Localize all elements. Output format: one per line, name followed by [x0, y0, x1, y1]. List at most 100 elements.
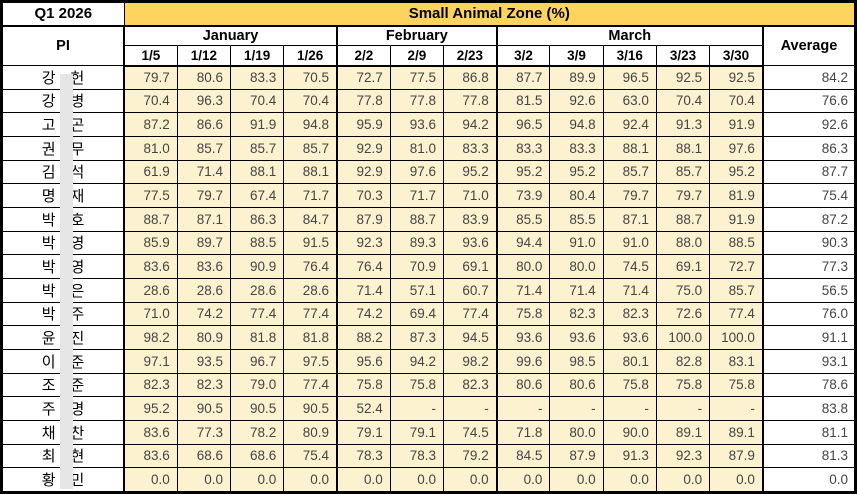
score-cell[interactable]: 70.3 — [335, 183, 391, 208]
score-cell[interactable]: 90.9 — [230, 254, 285, 279]
date-header[interactable]: 3/2 — [495, 45, 551, 67]
score-cell[interactable]: 69.4 — [389, 301, 444, 327]
score-cell[interactable]: 77.5 — [389, 65, 444, 90]
score-cell[interactable]: 0.0 — [176, 467, 232, 493]
score-cell[interactable]: 85.7 — [709, 277, 764, 303]
score-cell[interactable]: 92.4 — [602, 112, 657, 137]
score-cell[interactable]: 75.4 — [283, 443, 338, 469]
score-cell[interactable]: 96.5 — [602, 65, 657, 90]
score-cell[interactable]: 77.4 — [283, 301, 338, 327]
score-cell[interactable]: 81.5 — [495, 88, 551, 114]
score-cell[interactable]: 74.5 — [602, 254, 657, 279]
score-cell[interactable]: 95.2 — [549, 159, 604, 185]
score-cell[interactable]: 100.0 — [655, 325, 711, 350]
score-cell[interactable]: 77.4 — [283, 372, 338, 398]
average-cell[interactable]: 77.3 — [761, 254, 856, 279]
score-cell[interactable]: 81.9 — [709, 183, 764, 208]
score-cell[interactable]: 91.3 — [655, 112, 711, 137]
score-cell[interactable]: - — [442, 396, 498, 421]
score-cell[interactable]: 89.1 — [709, 419, 764, 445]
score-cell[interactable]: 80.6 — [176, 65, 232, 90]
date-header[interactable]: 1/12 — [176, 45, 232, 67]
average-cell[interactable]: 87.7 — [761, 159, 856, 185]
score-cell[interactable]: - — [655, 396, 711, 421]
score-cell[interactable]: 88.5 — [709, 230, 764, 256]
date-header[interactable]: 1/19 — [230, 45, 285, 67]
date-header[interactable]: 1/26 — [283, 45, 338, 67]
score-cell[interactable]: 0.0 — [495, 467, 551, 493]
score-cell[interactable]: 69.1 — [442, 254, 498, 279]
score-cell[interactable]: 80.4 — [549, 183, 604, 208]
score-cell[interactable]: 93.6 — [389, 112, 444, 137]
score-cell[interactable]: 96.7 — [230, 348, 285, 374]
score-cell[interactable]: 85.7 — [602, 159, 657, 185]
score-cell[interactable]: 80.6 — [549, 372, 604, 398]
score-cell[interactable]: 87.1 — [602, 206, 657, 232]
score-cell[interactable]: 60.7 — [442, 277, 498, 303]
score-cell[interactable]: 100.0 — [709, 325, 764, 350]
score-cell[interactable]: 71.4 — [602, 277, 657, 303]
score-cell[interactable]: 91.3 — [602, 443, 657, 469]
score-cell[interactable]: 0.0 — [549, 467, 604, 493]
score-cell[interactable]: 96.3 — [176, 88, 232, 114]
score-cell[interactable]: 79.7 — [176, 183, 232, 208]
score-cell[interactable]: 94.5 — [442, 325, 498, 350]
score-cell[interactable]: 87.7 — [495, 65, 551, 90]
score-cell[interactable]: 93.6 — [602, 325, 657, 350]
score-cell[interactable]: 74.2 — [176, 301, 232, 327]
score-cell[interactable]: 67.4 — [230, 183, 285, 208]
score-cell[interactable]: - — [602, 396, 657, 421]
score-cell[interactable]: 80.0 — [549, 419, 604, 445]
date-header[interactable]: 2/9 — [389, 45, 444, 67]
score-cell[interactable]: 0.0 — [123, 467, 178, 493]
score-cell[interactable]: 79.7 — [655, 183, 711, 208]
date-header[interactable]: 3/9 — [549, 45, 604, 67]
score-cell[interactable]: 88.7 — [123, 206, 178, 232]
date-header[interactable]: 3/16 — [602, 45, 657, 67]
score-cell[interactable]: 70.4 — [123, 88, 178, 114]
score-cell[interactable]: 89.9 — [549, 65, 604, 90]
score-cell[interactable]: 92.3 — [335, 230, 391, 256]
score-cell[interactable]: 89.3 — [389, 230, 444, 256]
score-cell[interactable]: 71.7 — [389, 183, 444, 208]
score-cell[interactable]: 95.2 — [495, 159, 551, 185]
score-cell[interactable]: 0.0 — [389, 467, 444, 493]
score-cell[interactable]: 90.0 — [602, 419, 657, 445]
score-cell[interactable]: 84.5 — [495, 443, 551, 469]
score-cell[interactable]: 73.9 — [495, 183, 551, 208]
score-cell[interactable]: 95.2 — [442, 159, 498, 185]
score-cell[interactable]: 94.4 — [495, 230, 551, 256]
score-cell[interactable]: 28.6 — [176, 277, 232, 303]
date-header[interactable]: 3/23 — [655, 45, 711, 67]
score-cell[interactable]: 95.6 — [335, 348, 391, 374]
score-cell[interactable]: 96.5 — [495, 112, 551, 137]
score-cell[interactable]: 76.4 — [283, 254, 338, 279]
average-cell[interactable]: 83.8 — [761, 396, 856, 421]
score-cell[interactable]: 82.3 — [176, 372, 232, 398]
pi-header-cell[interactable]: PI — [1, 25, 126, 66]
score-cell[interactable]: 68.6 — [230, 443, 285, 469]
score-cell[interactable]: 75.8 — [495, 301, 551, 327]
score-cell[interactable]: 85.7 — [176, 135, 232, 161]
score-cell[interactable]: 92.6 — [549, 88, 604, 114]
score-cell[interactable]: 78.3 — [389, 443, 444, 469]
score-cell[interactable]: 82.3 — [123, 372, 178, 398]
score-cell[interactable]: 99.6 — [495, 348, 551, 374]
average-cell[interactable]: 78.6 — [761, 372, 856, 398]
score-cell[interactable]: 92.9 — [335, 159, 391, 185]
score-cell[interactable]: 92.3 — [655, 443, 711, 469]
score-cell[interactable]: 0.0 — [335, 467, 391, 493]
score-cell[interactable]: 92.5 — [655, 65, 711, 90]
score-cell[interactable]: 85.7 — [655, 159, 711, 185]
score-cell[interactable]: 69.1 — [655, 254, 711, 279]
score-cell[interactable]: 75.0 — [655, 277, 711, 303]
score-cell[interactable]: 79.1 — [335, 419, 391, 445]
score-cell[interactable]: 77.4 — [709, 301, 764, 327]
date-header[interactable]: 3/30 — [709, 45, 764, 67]
date-header[interactable]: 1/5 — [123, 45, 178, 67]
score-cell[interactable]: 88.1 — [230, 159, 285, 185]
score-cell[interactable]: 81.0 — [389, 135, 444, 161]
score-cell[interactable]: 86.8 — [442, 65, 498, 90]
score-cell[interactable]: 77.4 — [230, 301, 285, 327]
score-cell[interactable]: 95.9 — [335, 112, 391, 137]
